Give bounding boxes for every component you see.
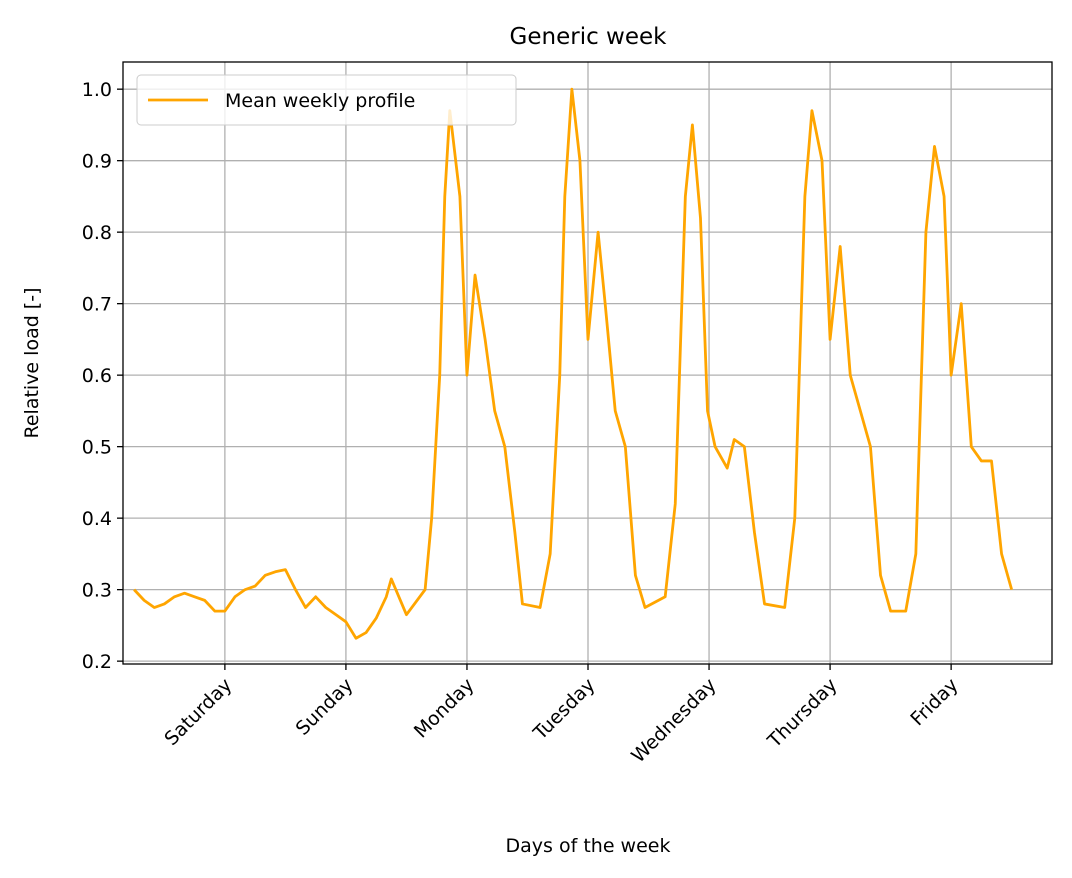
chart-title: Generic week <box>510 24 668 50</box>
line-series <box>133 87 1013 640</box>
axes-frame <box>122 61 1053 665</box>
x-tick-label: Wednesday <box>627 674 720 767</box>
y-tick-label: 0.2 <box>82 651 112 673</box>
x-tick-label: Friday <box>906 674 962 730</box>
x-tick-label: Tuesday <box>529 674 600 745</box>
y-tick-label: 0.6 <box>82 365 112 387</box>
y-tick-label: 1.0 <box>82 79 112 101</box>
y-axis-label: Relative load [-] <box>21 288 43 439</box>
legend-label: Mean weekly profile <box>225 90 415 112</box>
y-tick-label: 0.3 <box>82 580 112 602</box>
y-tick-label: 0.5 <box>82 437 112 459</box>
x-axis-label: Days of the week <box>506 835 671 857</box>
y-tick-label: 0.7 <box>82 294 112 316</box>
legend-box <box>136 74 517 126</box>
x-tick-label: Sunday <box>292 674 358 740</box>
y-tick-label: 0.9 <box>82 151 112 173</box>
x-tick-label: Monday <box>410 674 479 743</box>
x-tick-label: Thursday <box>763 674 842 753</box>
y-tick-label: 0.8 <box>82 222 112 244</box>
x-tick-label: Saturday <box>160 674 236 750</box>
y-tick-label: 0.4 <box>82 508 112 530</box>
